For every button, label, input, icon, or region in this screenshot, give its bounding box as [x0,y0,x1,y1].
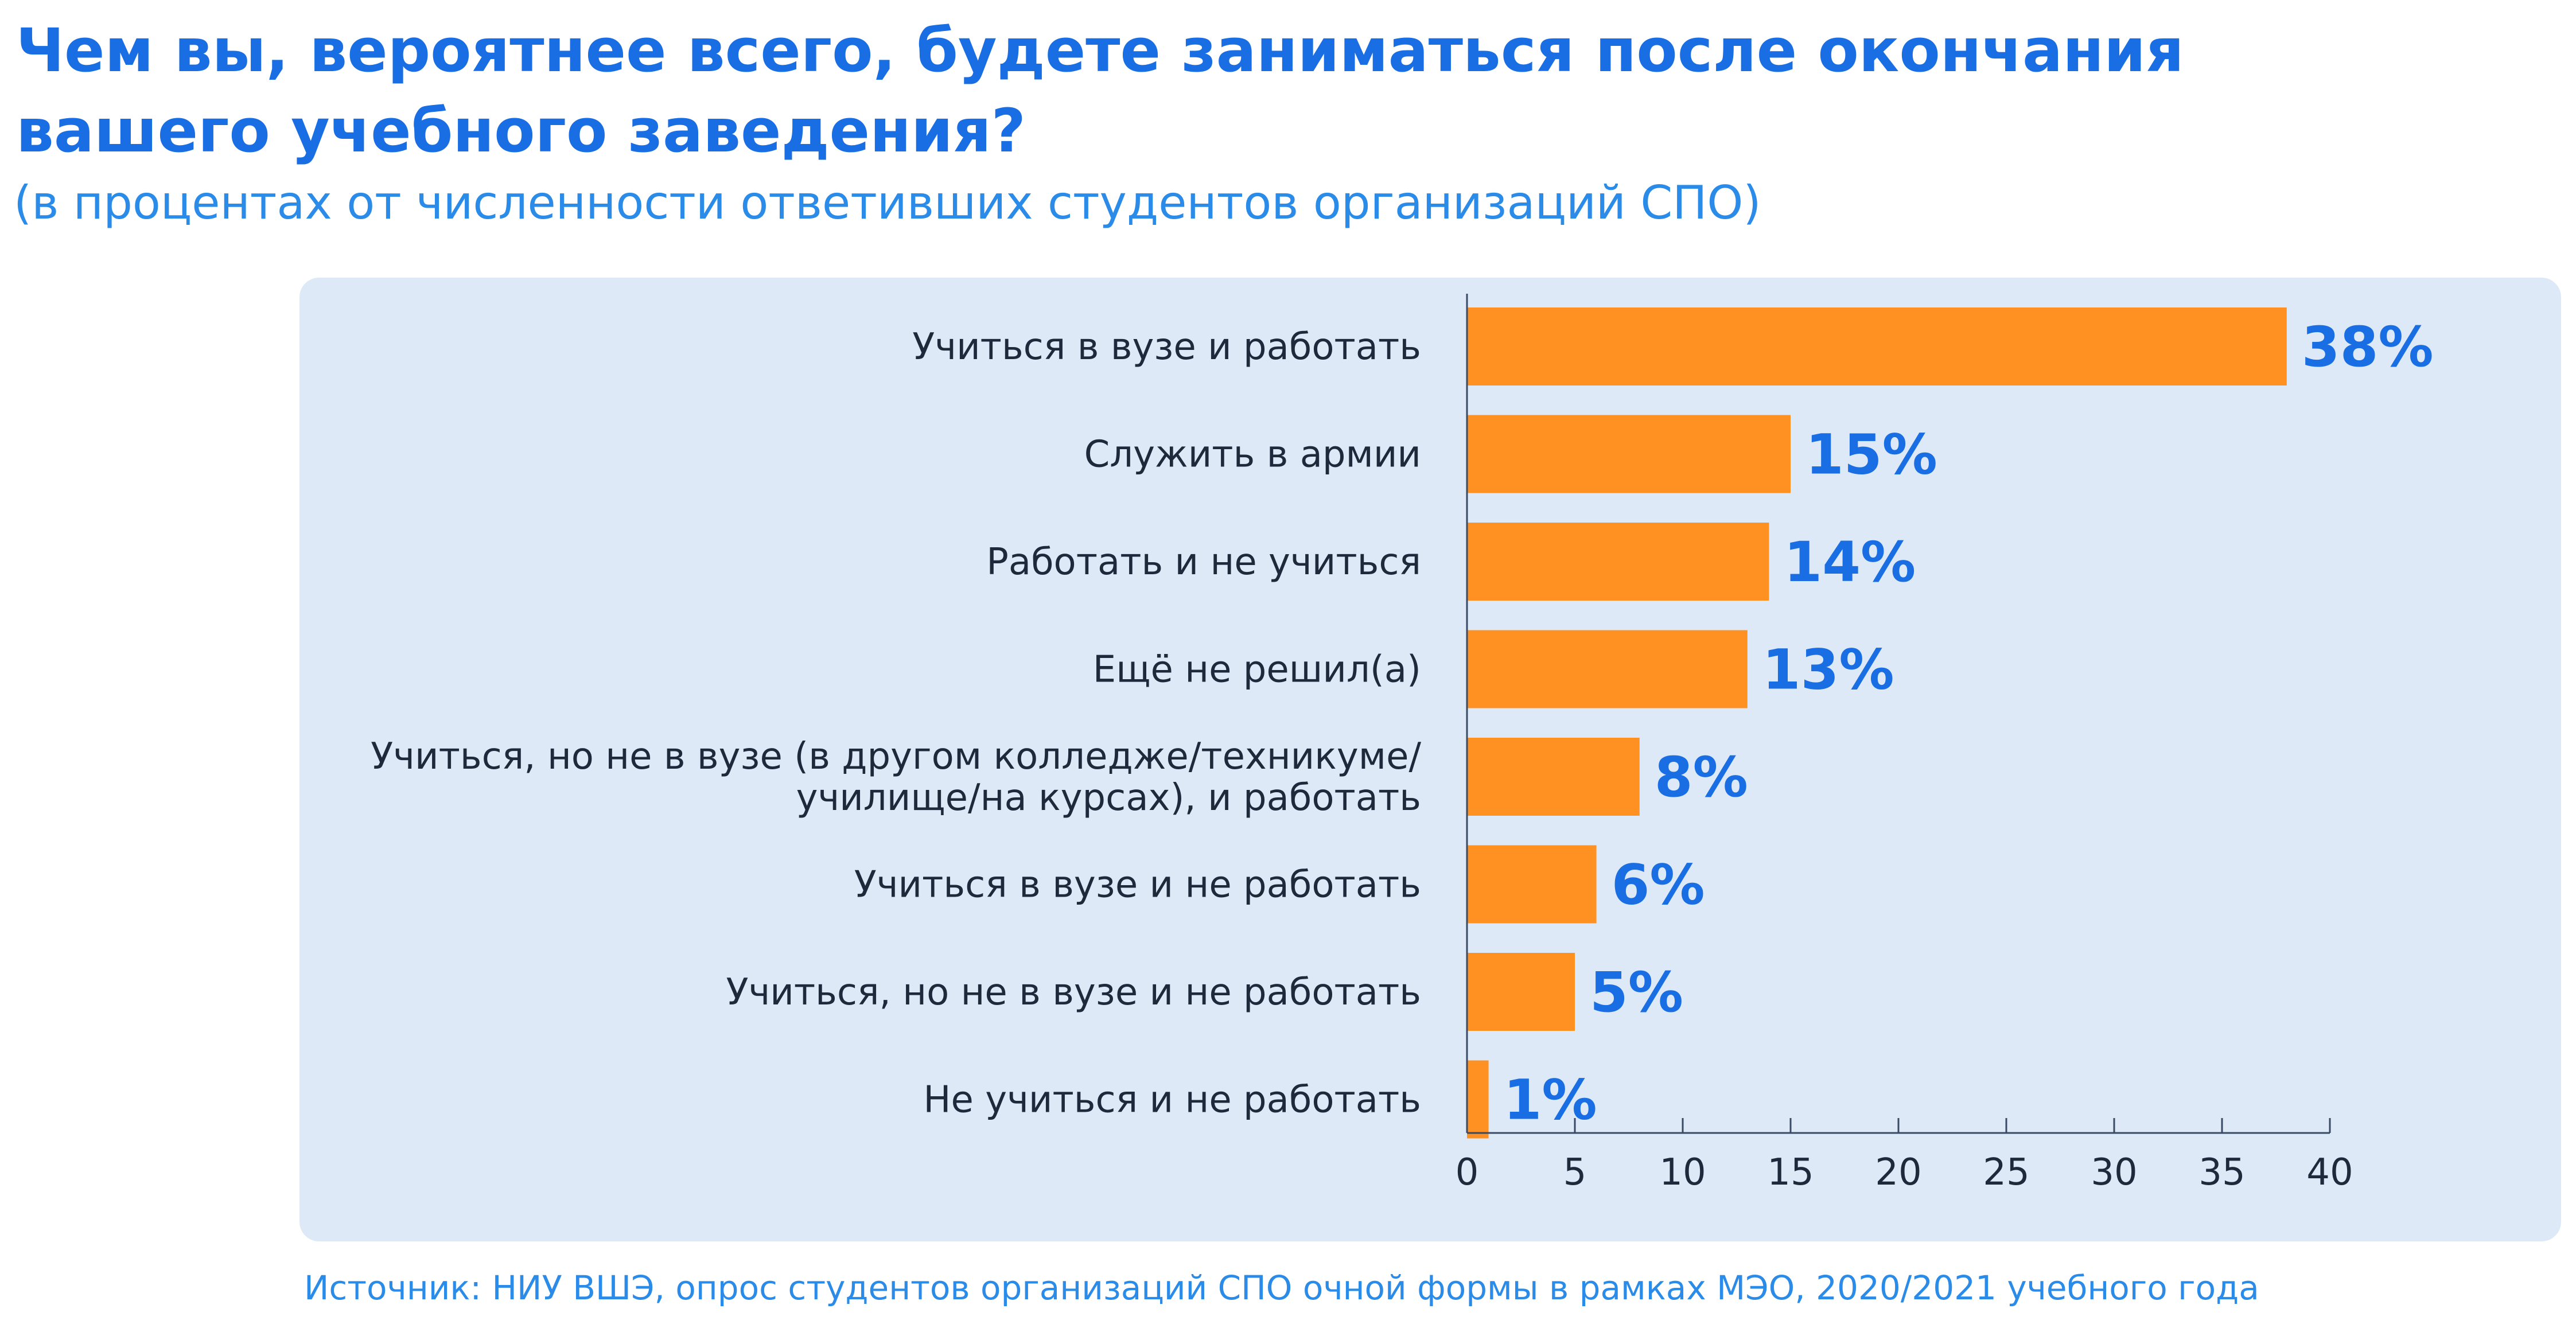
x-tick-label-40: 40 [2306,1151,2353,1194]
bar-5 [1467,738,1640,816]
value-label-8: 1% [1504,1068,1597,1132]
x-tick-label-0: 0 [1456,1151,1479,1194]
category-label-6: Учиться в вузе и не работать [854,864,1421,906]
category-label-1: Учиться в вузе и работать [912,326,1421,368]
bar-7 [1467,953,1575,1031]
bar-6 [1467,845,1597,924]
bar-3 [1467,523,1769,601]
category-label-5-line-1: Учиться, но не в вузе (в другом колледже… [371,735,1421,778]
chart-panel [299,278,2561,1241]
category-label-3: Работать и не учиться [986,541,1421,583]
x-tick-label-20: 20 [1875,1151,1921,1194]
value-label-2: 15% [1805,423,1937,487]
bar-2 [1467,415,1791,493]
x-tick-label-5: 5 [1563,1151,1587,1194]
category-label-4: Ещё не решил(а) [1093,649,1421,691]
chart-title: Чем вы, вероятнее всего, будете занимать… [16,15,2184,166]
x-tick-label-15: 15 [1767,1151,1814,1194]
bar-1 [1467,307,2287,385]
chart-subtitle: (в процентах от численности ответивших с… [14,176,1761,229]
category-label-7: Учиться, но не в вузе и не работать [726,971,1421,1014]
category-label-8: Не учиться и не работать [923,1079,1421,1121]
x-tick-label-35: 35 [2198,1151,2245,1194]
category-label-2: Служить в армии [1084,434,1421,476]
bar-8 [1467,1060,1489,1139]
bar-4 [1467,630,1748,708]
x-tick-label-30: 30 [2091,1151,2137,1194]
value-label-7: 5% [1590,960,1683,1025]
value-label-4: 13% [1762,638,1894,702]
x-tick-label-10: 10 [1659,1151,1706,1194]
value-label-6: 6% [1612,853,1705,917]
value-label-1: 38% [2302,315,2434,379]
x-tick-label-25: 25 [1983,1151,2029,1194]
value-label-5: 8% [1655,745,1748,809]
value-label-3: 14% [1784,530,1916,594]
category-label-5-line-2: училище/на курсах), и работать [796,777,1421,819]
source-note: Источник: НИУ ВШЭ, опрос студентов орган… [304,1268,2259,1307]
